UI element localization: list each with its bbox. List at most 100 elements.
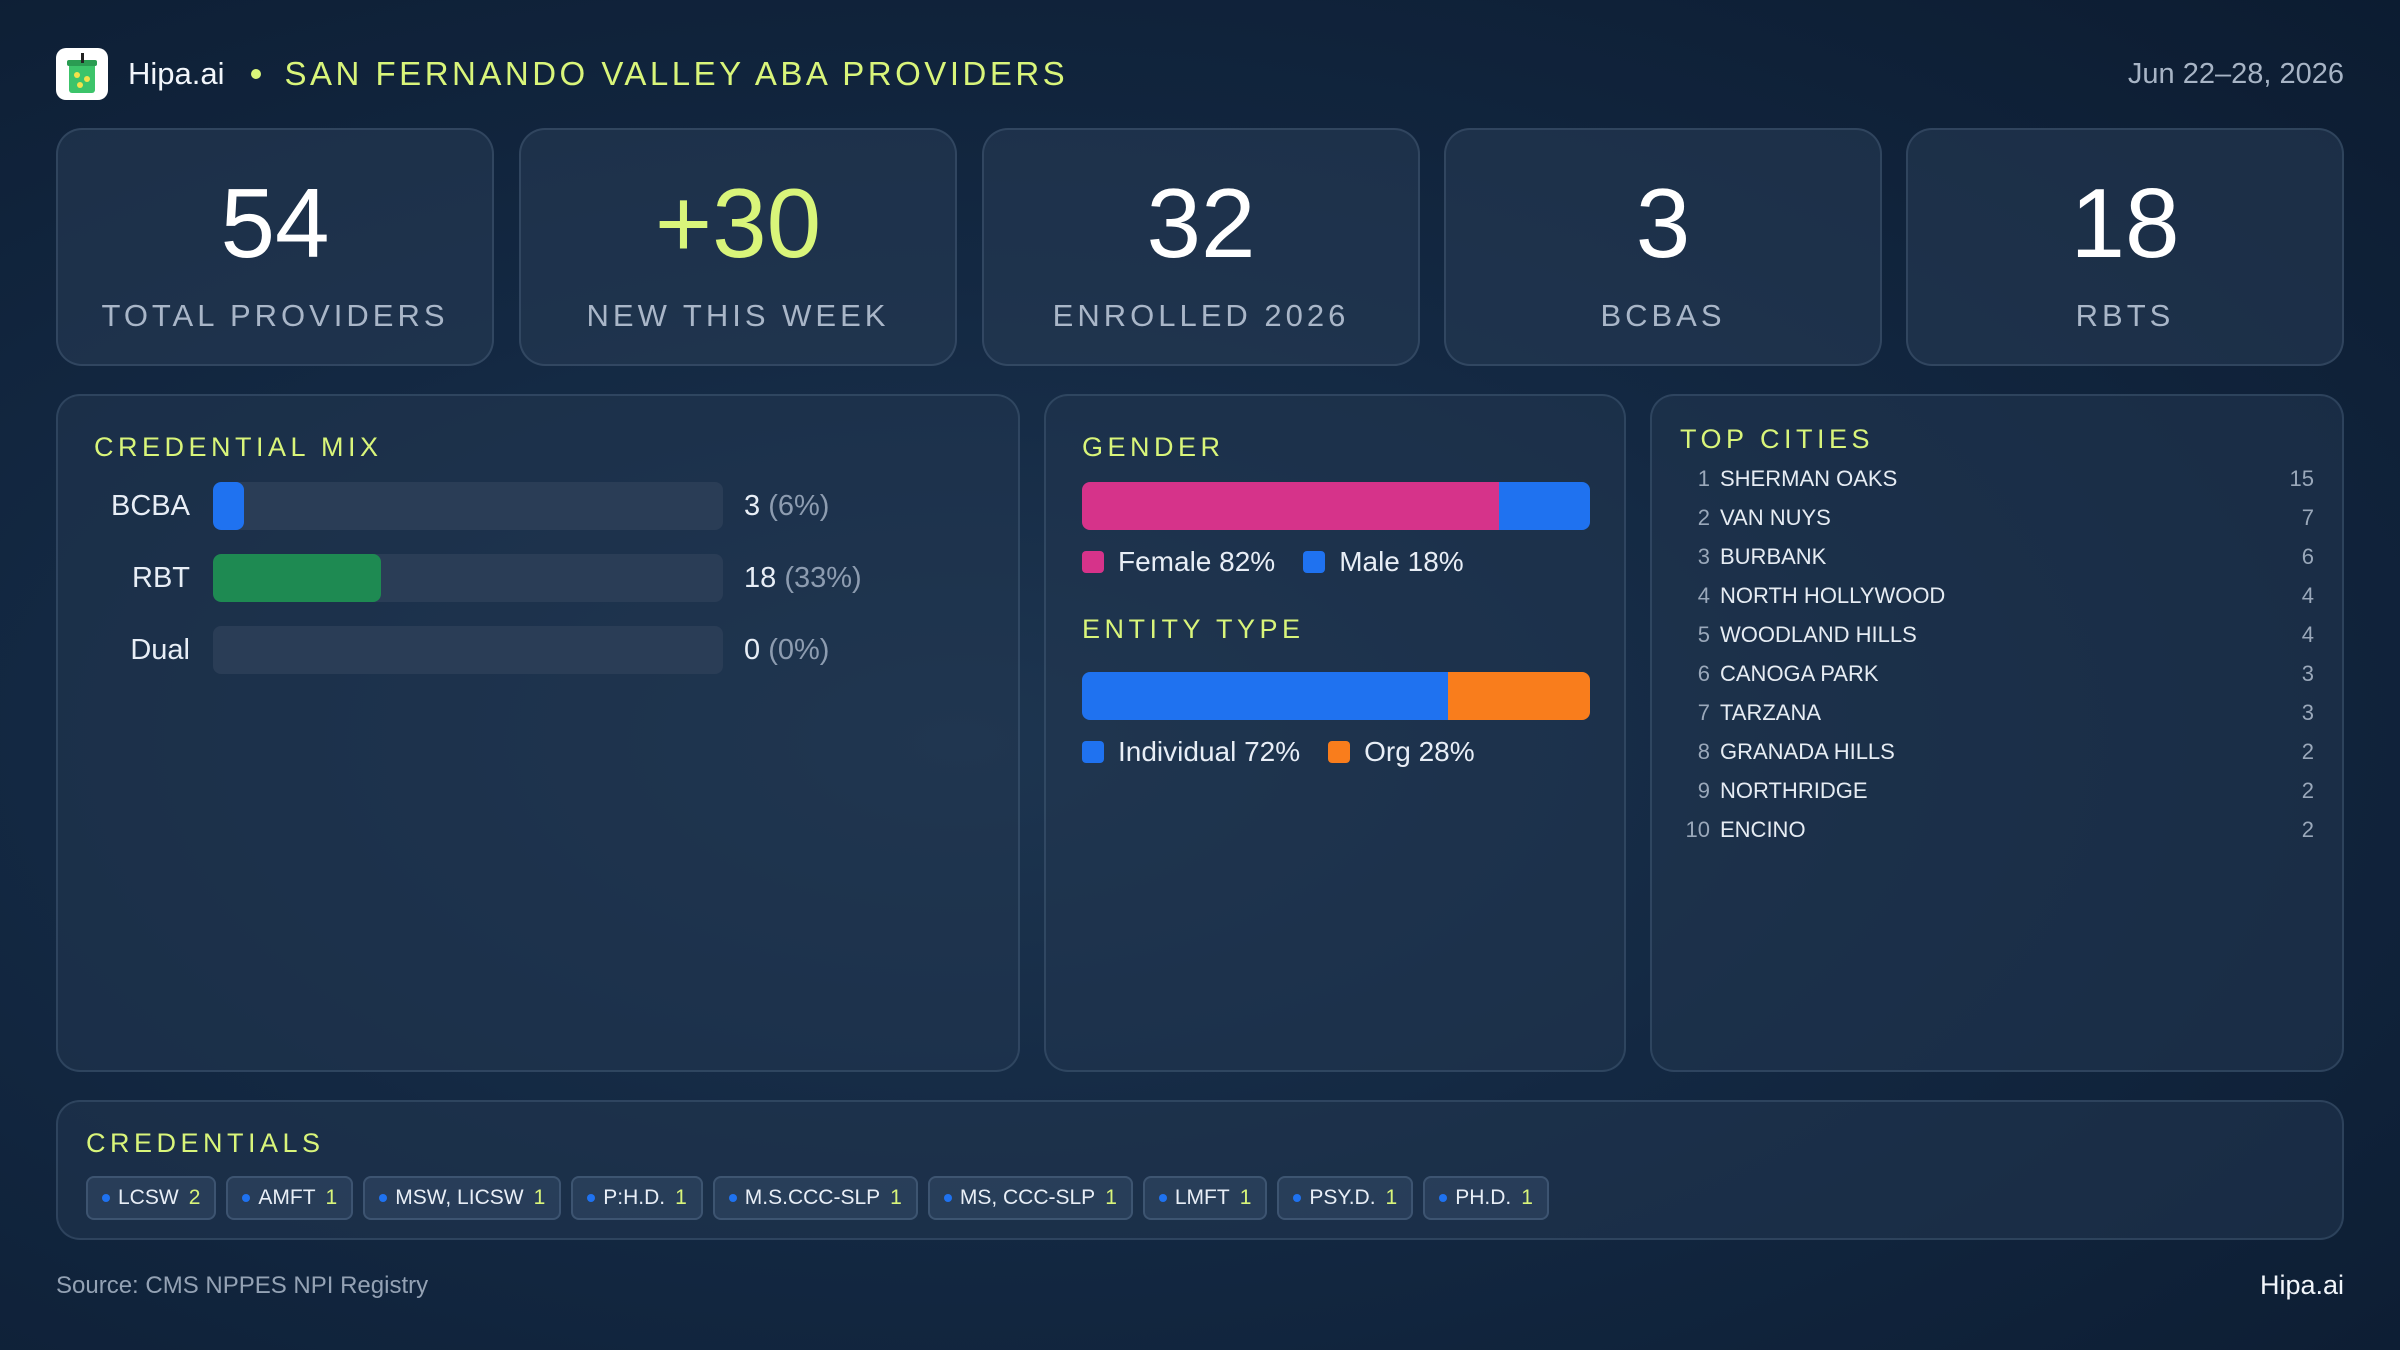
chip-count: 1 [1105, 1186, 1117, 1209]
stat-label: ENROLLED 2026 [1052, 298, 1350, 333]
credentials-panel: CREDENTIALS LCSW 2 AMFT 1 MSW, LICSW 1 P:H.D. 1… [56, 1100, 2344, 1240]
stat-card-enrolled: 32 ENROLLED 2026 [982, 128, 1420, 366]
stack-segment [1082, 672, 1448, 720]
city-rank: 1 [1697, 466, 1710, 491]
city-rank: 5 [1697, 622, 1710, 647]
chip-count: 1 [533, 1186, 546, 1209]
chip-label: P:H.D. [603, 1186, 666, 1209]
credential-chips: LCSW 2 AMFT 1 MSW, LICSW 1 P:H.D. 1 M.S.CCC-SLP 1… [86, 1176, 1559, 1220]
chip-label: AMFT [258, 1186, 316, 1209]
city-rank: 6 [1697, 661, 1710, 686]
stat-value: 32 [1146, 168, 1256, 278]
chip-label: LMFT [1174, 1186, 1230, 1209]
chip-count: 1 [890, 1186, 902, 1209]
chip-dot-icon [379, 1194, 388, 1202]
city-name: WOODLAND HILLS [1720, 622, 1917, 647]
panel-title: GENDER [1082, 432, 1225, 462]
bar-track [213, 482, 723, 530]
city-count: 6 [2301, 544, 2314, 569]
credential-chip: AMFT 1 [226, 1176, 354, 1220]
stat-label: TOTAL PROVIDERS [101, 298, 449, 333]
city-name: SHERMAN OAKS [1720, 466, 1898, 491]
city-count: 15 [2289, 466, 2314, 491]
credential-mix-panel: CREDENTIAL MIX BCBA 3 (6%) RBT 18 (33%) … [56, 394, 1020, 1072]
legend-label: Female 82% [1118, 546, 1276, 577]
bar-track [213, 554, 723, 602]
city-rank: 4 [1697, 583, 1710, 608]
gender-legend: Female 82% Male 18% [1082, 546, 1492, 578]
chip-dot-icon [242, 1194, 251, 1202]
chip-count: 1 [325, 1186, 338, 1209]
city-rank: 2 [1697, 505, 1710, 530]
drink-cup-icon [56, 48, 108, 100]
legend-swatch [1082, 741, 1104, 763]
legend-label: Individual 72% [1118, 736, 1301, 767]
legend-item-individual: Individual 72% [1082, 736, 1300, 768]
chip-label: PSY.D. [1309, 1186, 1376, 1209]
city-count: 4 [2301, 622, 2314, 647]
bar-fill [213, 482, 244, 530]
stat-label: RBTS [2075, 298, 2175, 333]
city-name: TARZANA [1720, 700, 1822, 725]
credential-chip: PSY.D. 1 [1277, 1176, 1414, 1220]
city-count: 3 [2301, 661, 2314, 686]
credential-chip: M.S.CCC-SLP 1 [712, 1176, 918, 1220]
panel-title: CREDENTIAL MIX [94, 432, 383, 462]
bar-value: 3 (6%) [744, 490, 829, 523]
bar-value: 18 (33%) [744, 562, 862, 595]
city-name: NORTH HOLLYWOOD [1720, 583, 1946, 608]
credential-chip: LCSW 2 [86, 1176, 217, 1220]
legend-item-org: Org 28% [1328, 736, 1475, 768]
chip-label: M.S.CCC-SLP [744, 1186, 881, 1209]
city-row: 3 BURBANK 6 [1682, 544, 2314, 574]
credential-row-rbt: RBT 18 (33%) [58, 554, 1018, 602]
city-row: 2 VAN NUYS 7 [1682, 505, 2314, 535]
legend-label: Male 18% [1339, 546, 1464, 577]
panel-title: CREDENTIALS [86, 1128, 325, 1158]
bar-percent: (33%) [784, 562, 862, 594]
city-count: 2 [2301, 817, 2314, 842]
city-name: NORTHRIDGE [1720, 778, 1868, 803]
stack-segment [1447, 672, 1590, 720]
chip-dot-icon [728, 1194, 737, 1202]
stat-card-new-this-week: +30 NEW THIS WEEK [519, 128, 957, 366]
stat-card-bcbas: 3 BCBAS [1444, 128, 1882, 366]
bar-value: 0 (0%) [744, 634, 829, 667]
bar-count: 18 [744, 562, 777, 594]
brand-name: Hipa.ai [128, 56, 225, 91]
footer-source: Source: CMS NPPES NPI Registry [56, 1272, 429, 1299]
credential-chip: P:H.D. 1 [571, 1176, 703, 1220]
panel-title: TOP CITIES [1680, 424, 1875, 454]
city-count: 3 [2301, 700, 2314, 725]
date-range: Jun 22–28, 2026 [2127, 57, 2344, 90]
city-row: 5 WOODLAND HILLS 4 [1682, 622, 2314, 652]
legend-item-female: Female 82% [1082, 546, 1275, 578]
bar-count: 0 [744, 634, 761, 666]
page-title: SAN FERNANDO VALLEY ABA PROVIDERS [284, 55, 1069, 92]
stat-value: 18 [2070, 168, 2180, 278]
legend-swatch [1328, 741, 1351, 763]
stat-value: +30 [654, 168, 822, 278]
chip-dot-icon [1293, 1194, 1302, 1202]
stat-value: 3 [1635, 168, 1691, 278]
chip-count: 1 [1521, 1186, 1533, 1209]
stack-segment [1082, 482, 1499, 530]
city-rank: 3 [1697, 544, 1710, 569]
chip-label: MSW, LICSW [395, 1186, 524, 1209]
stat-card-total-providers: 54 TOTAL PROVIDERS [56, 128, 494, 366]
city-name: GRANADA HILLS [1720, 739, 1895, 764]
city-name: CANOGA PARK [1720, 661, 1879, 686]
city-row: 4 NORTH HOLLYWOOD 4 [1682, 583, 2314, 613]
city-count: 4 [2301, 583, 2314, 608]
chip-label: PH.D. [1455, 1186, 1512, 1209]
city-row: 8 GRANADA HILLS 2 [1682, 739, 2314, 769]
city-count: 2 [2301, 778, 2314, 803]
bar-track [213, 626, 723, 674]
city-row: 10 ENCINO 2 [1682, 817, 2314, 847]
city-name: ENCINO [1720, 817, 1806, 842]
gender-entity-panel: GENDER Female 82% Male 18% ENTITY TYPE I… [1044, 394, 1626, 1072]
chip-dot-icon [943, 1194, 952, 1202]
city-row: 6 CANOGA PARK 3 [1682, 661, 2314, 691]
chip-count: 1 [675, 1186, 687, 1209]
bar-percent: (0%) [768, 634, 830, 666]
